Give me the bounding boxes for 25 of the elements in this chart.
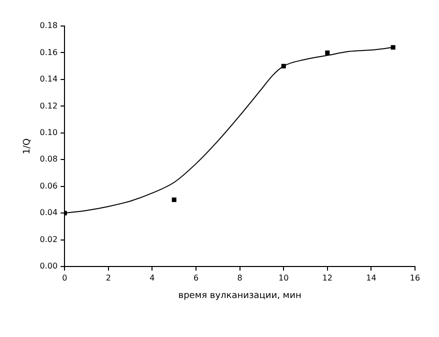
point <box>172 198 176 202</box>
y-tick-label: 0.04 <box>40 208 58 218</box>
x-tick-label: 2 <box>106 273 111 282</box>
y-tick-label: 0.10 <box>40 128 58 138</box>
x-tick-label: 8 <box>237 273 242 282</box>
x-tick-label: 6 <box>193 273 199 282</box>
y-tick-label: 0.08 <box>40 154 58 164</box>
y-tick-label: 0.18 <box>40 21 58 30</box>
x-axis-title: время вулканизации, мин <box>178 290 302 301</box>
y-tick-label: 0.12 <box>40 101 58 110</box>
point <box>281 64 286 68</box>
y-tick-label: 0.00 <box>40 262 58 271</box>
x-tick-label: 0 <box>62 273 68 282</box>
y-tick-label: 0.06 <box>40 181 58 190</box>
x-tick-label: 14 <box>366 273 376 282</box>
x-tick-label: 10 <box>278 273 289 282</box>
x-tick-label: 12 <box>322 273 332 282</box>
x-tick-label: 4 <box>150 273 155 282</box>
y-tick-label: 0.14 <box>40 74 58 84</box>
point <box>390 45 396 50</box>
y-axis-title: 1/Q <box>22 138 33 154</box>
x-tick-label: 16 <box>410 273 420 282</box>
y-tick-label: 0.02 <box>40 234 58 244</box>
y-tick-label: 0.16 <box>40 48 58 57</box>
point <box>325 50 330 55</box>
